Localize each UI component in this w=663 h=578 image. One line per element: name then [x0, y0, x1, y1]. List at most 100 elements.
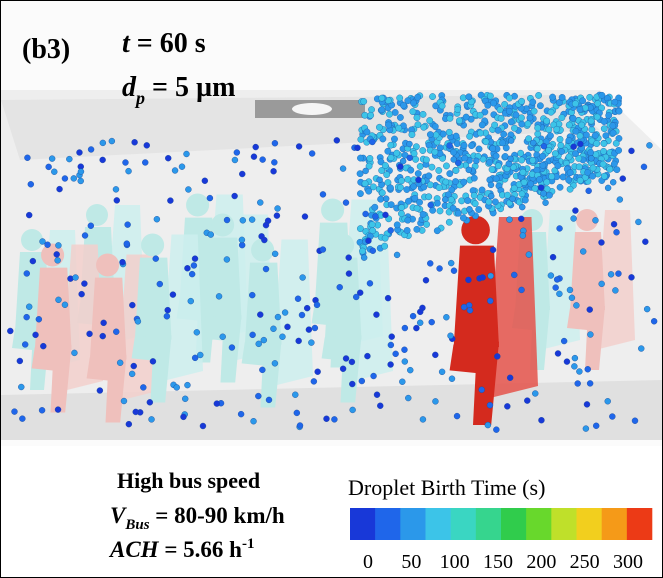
droplet [615, 270, 622, 277]
droplet [99, 156, 106, 164]
colorbar-tick-label: 150 [483, 551, 513, 573]
droplet [543, 178, 551, 186]
droplet [530, 139, 537, 147]
droplet [500, 130, 508, 138]
droplet [570, 143, 577, 150]
body [89, 277, 127, 362]
colorbar-tick-label: 200 [526, 551, 556, 573]
legs [131, 335, 172, 403]
droplet [32, 331, 39, 339]
droplet [413, 324, 420, 332]
droplet [250, 153, 258, 160]
droplet [77, 177, 84, 185]
droplet [431, 148, 439, 156]
droplet [19, 415, 26, 422]
droplet [142, 159, 149, 166]
droplet [368, 221, 376, 229]
droplet [586, 380, 594, 387]
droplet [70, 175, 77, 182]
droplet [412, 155, 420, 163]
droplet [99, 139, 107, 147]
droplet [628, 274, 635, 281]
droplet [452, 167, 460, 174]
droplet [361, 111, 369, 119]
droplet [319, 246, 327, 253]
droplet [410, 183, 418, 190]
droplet [378, 94, 386, 102]
droplet [588, 155, 595, 162]
value: = 60 s [130, 28, 206, 59]
droplet [565, 137, 573, 144]
droplet [554, 162, 562, 170]
droplet [156, 280, 164, 288]
droplet [397, 184, 404, 191]
droplet [132, 408, 139, 416]
droplet [44, 241, 51, 248]
droplet [259, 156, 266, 163]
droplet [249, 331, 256, 339]
droplet [199, 422, 207, 430]
droplet [475, 145, 483, 153]
droplet [213, 400, 221, 407]
droplet [392, 350, 399, 358]
droplet [598, 91, 606, 99]
droplet [384, 294, 392, 302]
droplet [295, 337, 302, 345]
droplet [414, 93, 422, 101]
droplet [610, 221, 618, 228]
droplet [273, 212, 281, 219]
droplet [576, 106, 584, 113]
droplet [576, 368, 583, 375]
droplet [387, 201, 395, 209]
droplet [367, 111, 375, 119]
seat [595, 210, 635, 350]
passenger [567, 209, 635, 370]
droplet [51, 168, 58, 175]
droplet [571, 363, 578, 370]
droplet [574, 380, 581, 387]
droplet [77, 168, 85, 175]
droplet [261, 236, 268, 244]
legs [241, 340, 282, 408]
droplet [35, 316, 43, 323]
droplet [72, 274, 79, 281]
droplet [406, 154, 413, 162]
colorbar-segment [425, 508, 451, 540]
droplet [378, 167, 386, 174]
droplet [233, 149, 241, 156]
droplet [518, 156, 526, 164]
droplet [403, 227, 411, 234]
droplet [488, 192, 495, 200]
droplet [81, 232, 89, 239]
droplet [87, 146, 95, 153]
droplet [489, 145, 497, 152]
droplet [572, 100, 579, 108]
droplet [442, 178, 450, 186]
droplet [378, 106, 386, 114]
droplet [478, 121, 486, 129]
droplet [360, 98, 368, 105]
droplet [453, 140, 461, 148]
droplet [382, 211, 389, 219]
droplet [55, 296, 62, 304]
droplet [429, 93, 436, 101]
droplet [125, 420, 133, 428]
droplet [426, 131, 434, 138]
droplet [481, 108, 489, 116]
droplet [377, 195, 385, 203]
droplet [357, 190, 364, 198]
vent-hole [292, 103, 332, 115]
colorbar-segment [526, 508, 552, 540]
head [96, 253, 120, 277]
droplet [386, 110, 393, 118]
droplet [408, 131, 416, 139]
droplet [427, 260, 434, 267]
droplet [412, 143, 420, 151]
colorbar-tick-label: 300 [613, 551, 643, 573]
droplet [565, 121, 573, 129]
droplet [185, 186, 192, 193]
droplet [399, 157, 407, 165]
droplet [453, 412, 461, 420]
ach-label: ACH = 5.66 h-1 [108, 536, 254, 562]
